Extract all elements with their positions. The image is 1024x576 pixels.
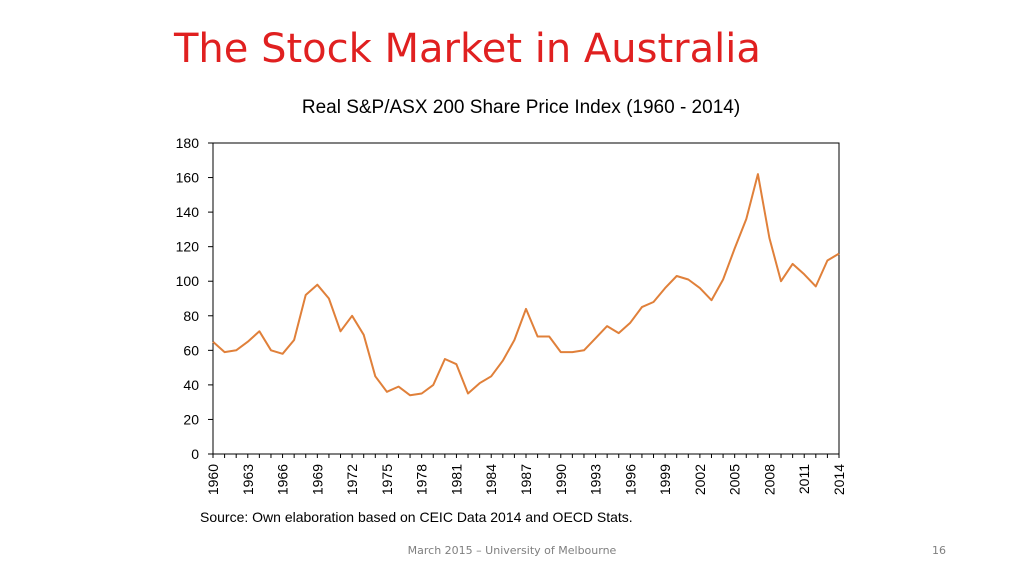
x-tick-label: 1960 [205,464,221,495]
x-tick-label: 1966 [275,464,291,495]
x-tick-label: 1978 [414,464,430,495]
x-tick-label: 1999 [657,464,673,495]
y-tick-label: 80 [183,308,199,324]
y-tick-label: 0 [191,446,199,462]
y-tick-label: 140 [176,204,200,220]
x-tick-label: 1996 [622,464,638,495]
y-axis: 0 20 40 60 80 100 120 140 160 180 [176,135,213,462]
x-tick-label: 2008 [761,464,777,495]
page-number: 16 [932,544,946,557]
x-tick-label: 1993 [588,464,604,495]
x-tick-label: 1990 [553,464,569,495]
x-tick-label: 1984 [483,464,499,495]
x-tick-label: 1975 [379,464,395,495]
y-tick-label: 160 [176,170,200,186]
x-tick-label: 1969 [309,464,325,495]
series-layer [212,173,840,397]
series-line [212,173,840,397]
x-tick-label: 2002 [692,464,708,495]
y-tick-label: 180 [176,135,200,151]
y-tick-label: 120 [176,239,200,255]
chart-title: Real S&P/ASX 200 Share Price Index (1960… [301,97,741,118]
x-tick-label: 2014 [831,464,847,495]
x-tick-label: 1972 [344,464,360,495]
x-axis: 1960 1963 1966 1969 1972 1975 1978 1981 1984 1987… [205,454,847,495]
slide-title: The Stock Market in Australia [174,26,761,72]
y-tick-label: 100 [176,273,200,289]
plot-frame [212,142,840,455]
x-tick-label: 1981 [448,464,464,495]
footer-text: March 2015 – University of Melbourne [407,544,617,557]
y-tick-label: 60 [183,342,199,358]
x-tick-label: 1963 [240,464,256,495]
x-tick-label: 2011 [796,464,812,494]
y-tick-label: 20 [183,411,199,427]
source-note: Source: Own elaboration based on CEIC Da… [200,509,633,525]
x-tick-label: 2005 [727,464,743,495]
x-tick-label: 1987 [518,464,534,495]
y-tick-label: 40 [183,377,199,393]
